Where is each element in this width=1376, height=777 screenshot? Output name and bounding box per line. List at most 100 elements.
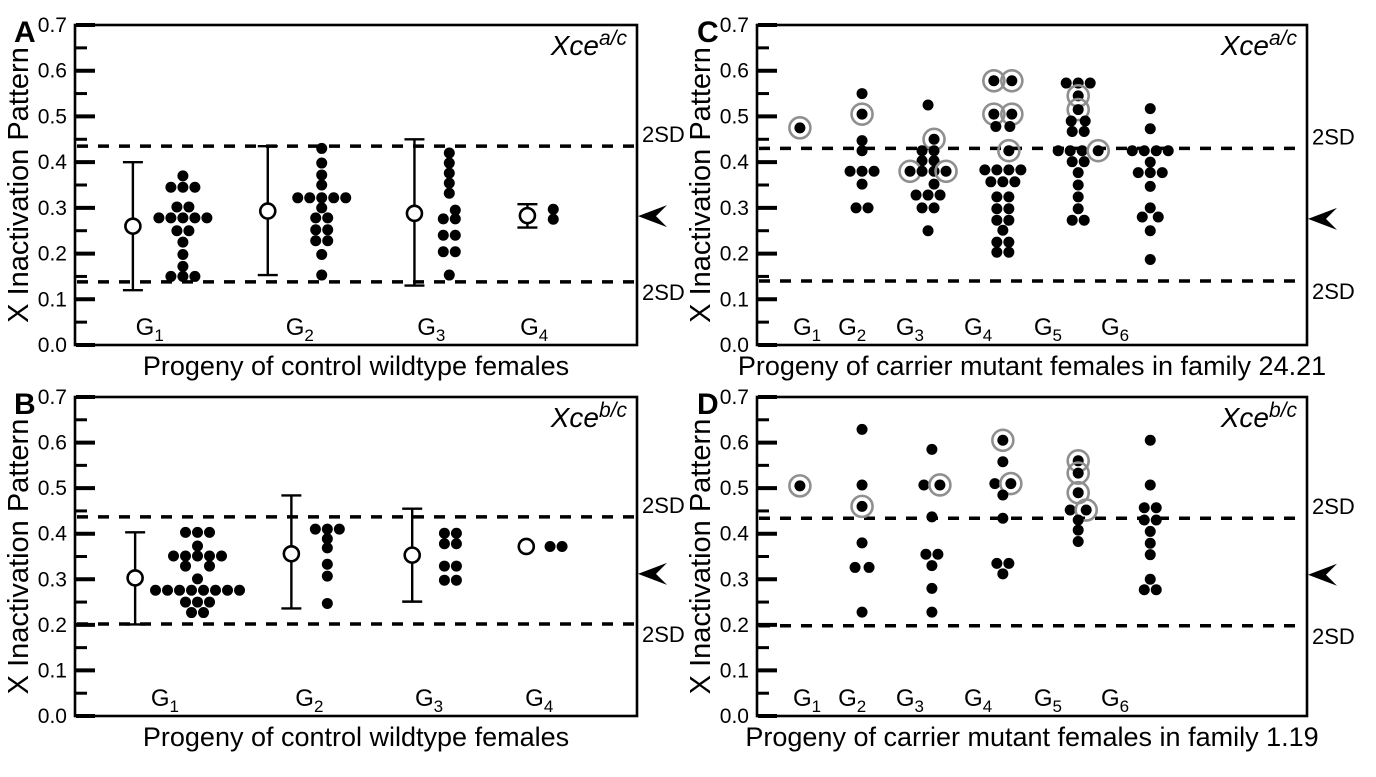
y-tick-label: 0.3 <box>38 568 67 591</box>
reference-arrow-icon <box>1308 563 1337 586</box>
panel-C: 0.0 0.1 0.2 0.3 0.4 0.5 0.6 0.7 2SD 2SD X Inactiva… <box>685 14 1355 381</box>
sd-lower-label: 2SD <box>1312 624 1355 649</box>
data-dot <box>1072 487 1084 499</box>
plot-frame <box>73 23 639 347</box>
data-dot <box>844 165 856 177</box>
data-dot <box>316 142 328 154</box>
data-dot <box>437 246 449 258</box>
data-dot <box>868 165 880 177</box>
data-dot <box>192 596 204 608</box>
y-tick-label: 0.3 <box>720 568 749 591</box>
data-dot <box>321 533 333 545</box>
panel-title: Xcea/c <box>1220 27 1298 61</box>
data-dot <box>940 165 952 177</box>
panel-title: Xceb/c <box>550 399 628 433</box>
data-dot <box>1144 573 1156 585</box>
data-dot <box>926 582 938 594</box>
y-axis-title: X Inactivation Pattern <box>685 47 717 323</box>
y-tick-label: 0.6 <box>720 60 749 83</box>
data-dot <box>1079 115 1091 127</box>
data-dot <box>1052 145 1064 157</box>
data-dot <box>997 512 1009 524</box>
plot-frame <box>755 23 1309 347</box>
data-dot <box>177 236 189 248</box>
group-label: G3 <box>415 685 443 716</box>
y-tick-label: 0.0 <box>38 334 67 357</box>
data-dot <box>292 192 304 204</box>
y-tick-label: 0.4 <box>720 151 750 174</box>
data-dot <box>1152 211 1164 223</box>
group-label: G3 <box>896 685 924 716</box>
data-dot <box>162 584 174 596</box>
data-dot <box>850 202 862 214</box>
data-dot <box>991 246 1003 258</box>
group-label: G4 <box>964 314 992 345</box>
data-dot <box>177 270 189 282</box>
data-dot <box>1064 145 1076 157</box>
data-dot <box>340 192 352 204</box>
data-dot <box>310 235 322 247</box>
y-tick-label: 0.6 <box>720 432 749 455</box>
group-G2: G2 <box>838 88 880 345</box>
group-G6: G6 <box>1101 103 1174 345</box>
panel-letter: D <box>697 388 719 421</box>
data-dot <box>449 204 461 216</box>
data-dot <box>443 269 455 281</box>
data-dot <box>1150 502 1162 514</box>
data-dot <box>856 423 868 435</box>
data-dot <box>450 574 462 586</box>
data-dot <box>177 260 189 272</box>
data-dot <box>198 584 210 596</box>
data-dot <box>1162 145 1174 157</box>
data-dot <box>1144 156 1156 168</box>
data-dot <box>544 540 556 552</box>
data-dot <box>918 479 930 491</box>
data-dot <box>934 189 946 201</box>
data-dot <box>904 165 916 177</box>
data-dot <box>1084 77 1096 89</box>
data-dot <box>316 202 328 214</box>
data-dot <box>150 584 162 596</box>
data-dot <box>1136 211 1148 223</box>
data-dot <box>1144 525 1156 537</box>
group-label: G4 <box>520 314 548 345</box>
y-tick-label: 0.2 <box>38 243 67 266</box>
data-dot <box>1144 479 1156 491</box>
data-dot <box>997 176 1009 188</box>
data-dot <box>849 561 861 573</box>
data-dot <box>450 560 462 572</box>
data-dot <box>1072 179 1084 191</box>
reference-arrow-icon <box>638 205 667 228</box>
data-dot <box>437 229 449 241</box>
group-G1: G1 <box>788 474 821 716</box>
data-dot <box>1003 246 1015 258</box>
y-tick-label: 0.3 <box>38 197 67 220</box>
panel-letter: C <box>697 16 719 49</box>
group-G4: G4 <box>517 202 559 345</box>
data-dot <box>1066 126 1078 138</box>
data-dot <box>991 214 1003 226</box>
mean-marker <box>282 544 301 563</box>
data-dot <box>322 212 334 224</box>
data-dot <box>189 212 201 224</box>
group-label: G1 <box>793 685 821 716</box>
data-dot <box>438 538 450 550</box>
data-dot <box>991 557 1003 569</box>
data-dot <box>856 145 868 157</box>
data-dot <box>180 560 192 572</box>
data-dot <box>316 192 328 204</box>
group-label: G2 <box>295 685 323 716</box>
data-dot <box>1006 108 1018 120</box>
data-dot <box>926 443 938 455</box>
data-dot <box>926 560 938 572</box>
data-dot <box>991 191 1003 203</box>
group-G4: G4 <box>517 537 568 716</box>
y-tick-label: 0.1 <box>38 288 67 311</box>
panel-title: Xceb/c <box>1220 399 1298 433</box>
data-dot <box>1138 145 1150 157</box>
sd-lower-label: 2SD <box>642 622 685 647</box>
data-dot <box>1080 504 1092 516</box>
data-dot <box>985 176 997 188</box>
data-dot <box>916 155 928 167</box>
y-tick-label: 0.1 <box>38 659 67 682</box>
